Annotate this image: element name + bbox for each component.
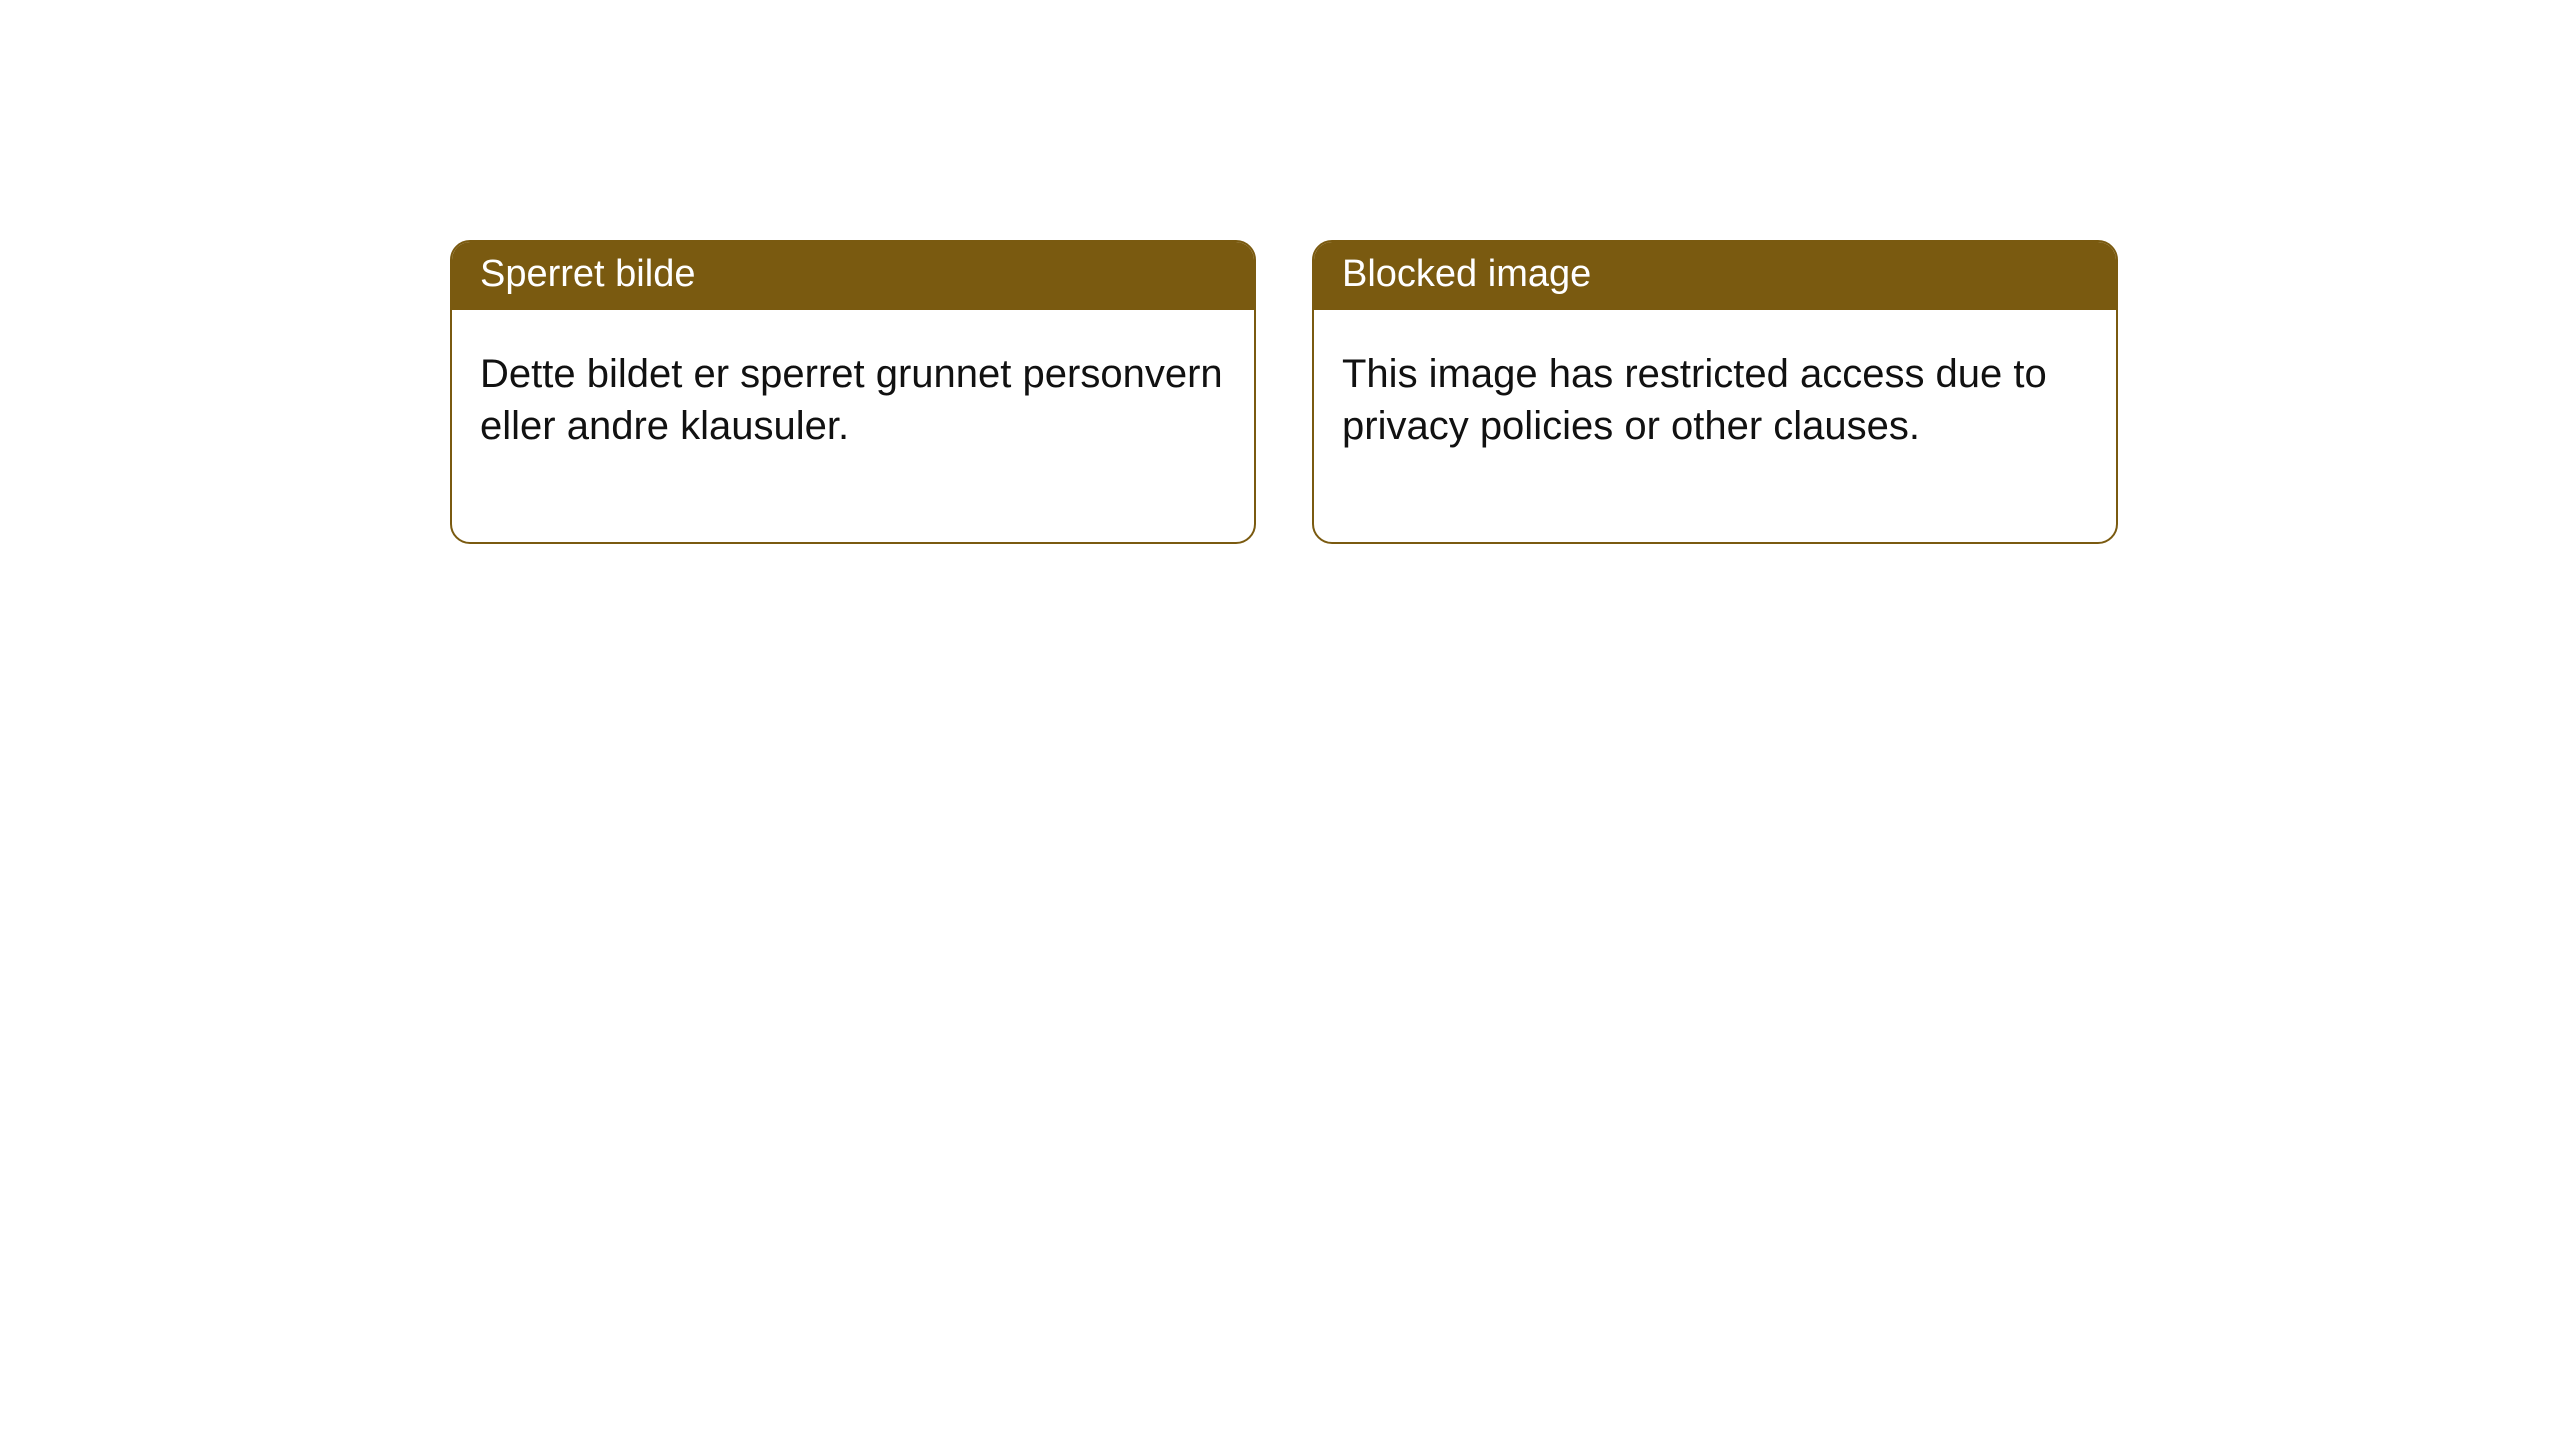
notice-card-english: Blocked image This image has restricted … [1312, 240, 2118, 544]
notice-header: Sperret bilde [452, 242, 1254, 310]
notice-container: Sperret bilde Dette bildet er sperret gr… [0, 0, 2560, 544]
notice-body: Dette bildet er sperret grunnet personve… [452, 310, 1254, 542]
notice-body: This image has restricted access due to … [1314, 310, 2116, 542]
notice-header: Blocked image [1314, 242, 2116, 310]
notice-card-norwegian: Sperret bilde Dette bildet er sperret gr… [450, 240, 1256, 544]
